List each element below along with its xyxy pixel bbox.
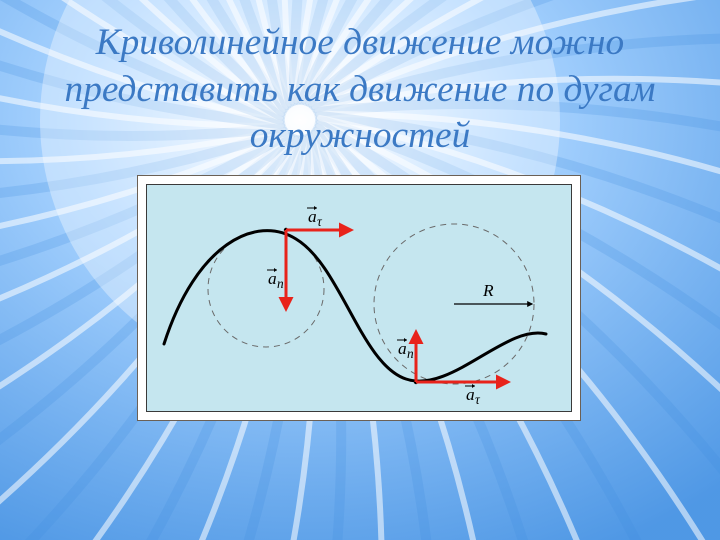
svg-text:R: R: [482, 281, 494, 300]
svg-text:a: a: [268, 269, 277, 288]
diagram-svg: aτanaτanR: [146, 184, 572, 412]
label-a-tau-bottom: aτ: [465, 384, 481, 407]
figure-frame-outer: aτanaτanR: [137, 175, 581, 421]
label-a-n-top: an: [267, 268, 284, 291]
svg-text:a: a: [398, 339, 407, 358]
svg-text:τ: τ: [475, 392, 481, 407]
svg-text:n: n: [407, 346, 414, 361]
svg-text:a: a: [466, 385, 475, 404]
label-a-tau-top: aτ: [307, 206, 323, 229]
trajectory-curve: [164, 231, 546, 381]
svg-text:τ: τ: [317, 214, 323, 229]
label-a-n-bottom: an: [397, 338, 414, 361]
label-R: R: [482, 281, 494, 300]
svg-text:a: a: [308, 207, 317, 226]
title-text: Криволинейное движение можно представить…: [65, 22, 656, 156]
svg-text:n: n: [277, 276, 284, 291]
page-title: Криволинейное движение можно представить…: [0, 20, 720, 160]
